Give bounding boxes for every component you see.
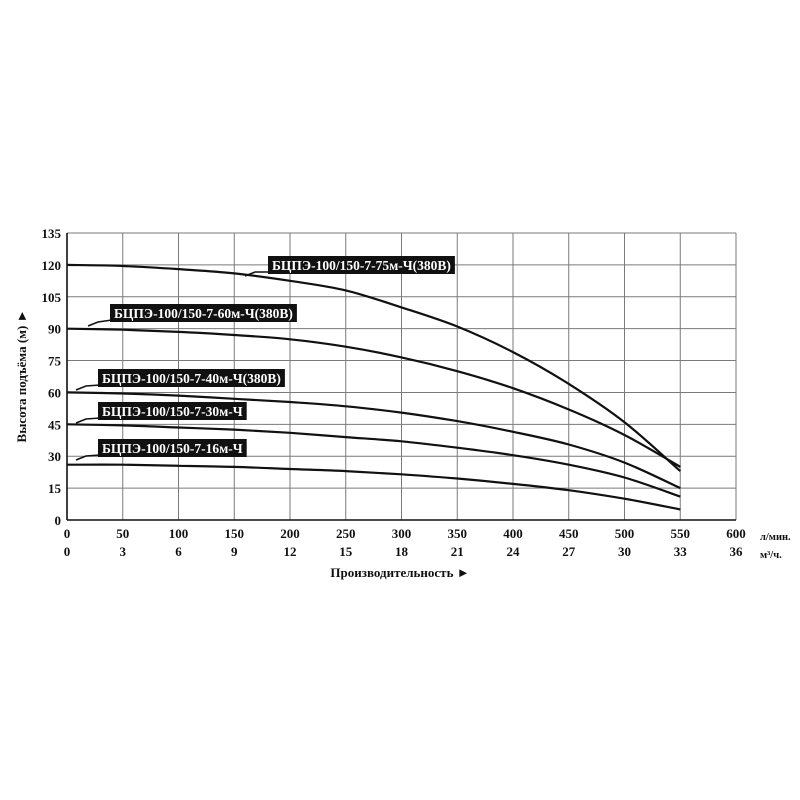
- series-curves: [66, 263, 682, 511]
- y-tick-label: 15: [48, 481, 62, 496]
- series-label-text: БЦПЭ-100/150-7-16м-Ч: [102, 441, 243, 456]
- x2-tick-label: 18: [395, 544, 409, 559]
- series-curve: [66, 391, 681, 490]
- x-tick-label: 550: [671, 526, 691, 541]
- series-label-leader: [244, 271, 270, 277]
- x2-tick-label: 33: [674, 544, 688, 559]
- series-curve: [66, 423, 681, 498]
- x2-tick-label: 3: [120, 544, 127, 559]
- x-tick-label: 200: [280, 526, 300, 541]
- axes: [66, 233, 736, 521]
- x2-tick-label: 24: [507, 544, 521, 559]
- x2-tick-label: 6: [175, 544, 182, 559]
- series-label-leader: [75, 384, 101, 391]
- series-curve: [66, 463, 681, 511]
- series-label: БЦПЭ-100/150-7-40м-Ч(380В): [75, 369, 285, 391]
- series-label-text: БЦПЭ-100/150-7-60м-Ч(380В): [114, 306, 293, 321]
- y-tick-label: 45: [48, 417, 62, 432]
- x-tick-label: 150: [225, 526, 245, 541]
- series-label-background: [110, 304, 297, 322]
- x2-tick-label: 27: [562, 544, 576, 559]
- series-label-background: [98, 402, 247, 420]
- x2-axis-unit: м³/ч.: [760, 550, 782, 561]
- series-label-leader: [75, 417, 101, 424]
- series-label: БЦПЭ-100/150-7-30м-Ч: [75, 402, 247, 424]
- series-label-text: БЦПЭ-100/150-7-75м-Ч(380В): [272, 258, 451, 273]
- y-tick-label: 135: [42, 226, 62, 241]
- y-tick-label: 90: [48, 322, 61, 337]
- series-curve: [66, 263, 682, 472]
- x-axis-title: Производительность ►: [330, 565, 469, 580]
- x-tick-label: 0: [64, 526, 71, 541]
- x-tick-label: 400: [503, 526, 523, 541]
- y-axis-title: Высота подъёма (м) ►: [14, 310, 29, 443]
- x-tick-label: 500: [615, 526, 635, 541]
- series-labels: БЦПЭ-100/150-7-75м-Ч(380В) БЦПЭ-100/150-7…: [75, 256, 455, 461]
- x-tick-label: 50: [116, 526, 129, 541]
- x2-tick-label: 30: [618, 544, 631, 559]
- x2-tick-label: 0: [64, 544, 71, 559]
- series-label-text: БЦПЭ-100/150-7-40м-Ч(380В): [102, 371, 281, 386]
- x-tick-label: 100: [169, 526, 189, 541]
- x-tick-label: 350: [448, 526, 468, 541]
- series-label: БЦПЭ-100/150-7-16м-Ч: [75, 439, 247, 461]
- x-tick-label: 600: [726, 526, 746, 541]
- series-label: БЦПЭ-100/150-7-75м-Ч(380В): [244, 256, 455, 277]
- series-label: БЦПЭ-100/150-7-60м-Ч(380В): [87, 304, 297, 327]
- series-label-leader: [87, 319, 113, 327]
- x2-tick-label: 9: [231, 544, 238, 559]
- x-tick-label: 450: [559, 526, 579, 541]
- series-label-text: БЦПЭ-100/150-7-30м-Ч: [102, 404, 243, 419]
- series-label-background: [98, 369, 285, 387]
- x2-tick-label: 15: [339, 544, 353, 559]
- x2-tick-label: 21: [451, 544, 464, 559]
- grid: [67, 232, 737, 520]
- x-axis-unit: л/мин.: [760, 532, 791, 543]
- series-label-background: [98, 439, 247, 457]
- x-tick-label: 300: [392, 526, 412, 541]
- y-tick-label: 120: [42, 258, 62, 273]
- y-tick-label: 0: [55, 513, 62, 528]
- y-tick-label: 105: [42, 290, 62, 305]
- x-tick-label: 250: [336, 526, 356, 541]
- series-label-leader: [75, 454, 101, 461]
- series-label-background: [268, 256, 455, 274]
- x2-tick-label: 12: [284, 544, 297, 559]
- y-tick-label: 60: [48, 385, 61, 400]
- x2-tick-label: 36: [730, 544, 744, 559]
- y-tick-label: 30: [48, 449, 61, 464]
- series-curve: [66, 327, 681, 468]
- y-tick-label: 75: [48, 354, 62, 369]
